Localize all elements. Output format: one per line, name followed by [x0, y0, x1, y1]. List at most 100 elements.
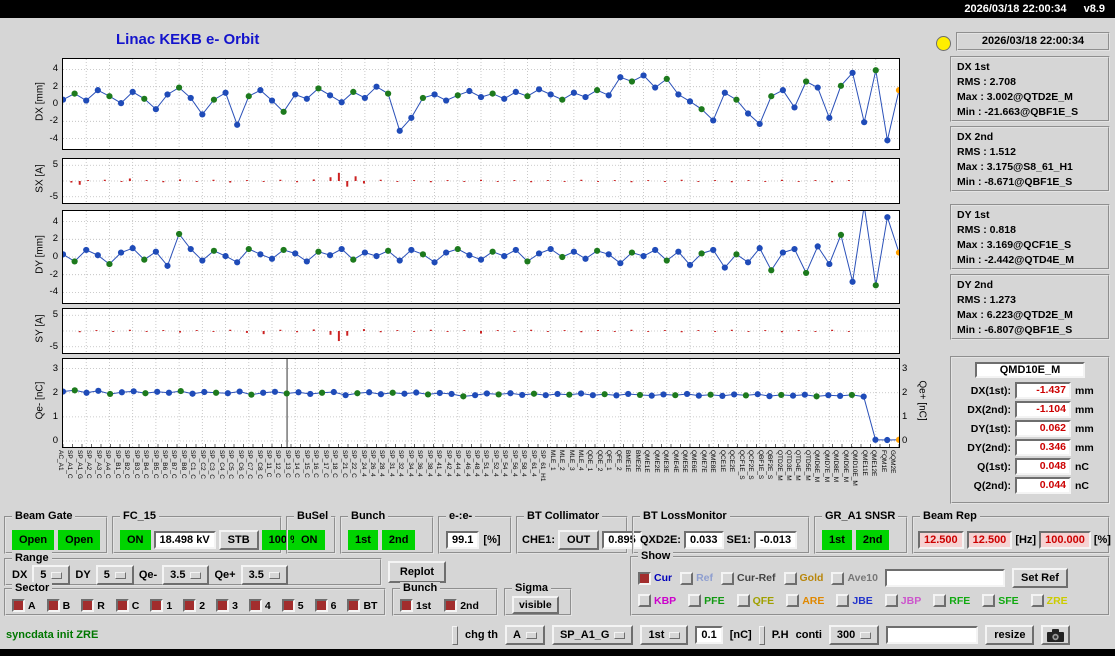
monitor-row-unit: nC [1075, 460, 1089, 473]
show-region-jbp-checkbox[interactable] [884, 594, 898, 607]
dropdown-indicator [525, 631, 537, 639]
x-axis-label: QME2E [652, 450, 660, 473]
x-axis-label: SP_C3_C [208, 450, 216, 479]
busel-on-button[interactable]: ON [294, 529, 325, 550]
stat-max: Max : 3.175@S8_61_H1 [957, 161, 1073, 173]
sector-group: Sector A B R C 1 2 3 4 5 6 BT [4, 582, 386, 616]
sector-1-checkbox[interactable] [150, 599, 164, 612]
show-region-rfe-checkbox[interactable] [933, 594, 947, 607]
range-qe-minus-label: Qe- [138, 569, 158, 581]
monitor-row-value: 0.346 [1015, 439, 1071, 456]
show-region-are-label: ARE [802, 594, 825, 607]
show-region-are-checkbox[interactable] [786, 594, 800, 607]
x-axis-label: QMD9E_M [841, 450, 849, 483]
fc15-on-button[interactable]: ON [120, 529, 151, 550]
interval-dropdown[interactable]: 300 [828, 625, 880, 645]
ee-ratio-group: e-:e- 99.1 [%] [438, 510, 512, 554]
sector-3-checkbox[interactable] [216, 599, 230, 612]
window-bottom-bar [0, 649, 1115, 656]
sigma-group: Sigma visible [504, 582, 572, 616]
set-ref-input[interactable] [885, 569, 1005, 587]
show-region-jbe-checkbox[interactable] [836, 594, 850, 607]
sector-bt-checkbox[interactable] [347, 599, 361, 612]
show-region-kbp-checkbox[interactable] [638, 594, 651, 607]
bunch-select-dropdown[interactable]: 1st [640, 625, 689, 645]
beam-rep-group: Beam Rep 12.500 12.500 [Hz] 100.000 [%] [912, 510, 1111, 554]
bunch-select-2nd: 2nd [444, 599, 479, 612]
show-region-zre: ZRE [1030, 594, 1068, 607]
show-cur-ref-checkbox[interactable] [721, 571, 735, 585]
camera-button[interactable] [1041, 625, 1071, 645]
titlebar-version: v8.9 [1083, 3, 1105, 15]
show-ave10-checkbox[interactable] [831, 571, 845, 585]
ee-ratio-unit: [%] [483, 533, 501, 546]
statusbar-text-input[interactable] [886, 626, 979, 644]
x-axis-label: SP_44_4 [454, 450, 462, 477]
threshold-input[interactable]: 0.1 [695, 626, 723, 644]
x-axis-label: SP_41_4 [435, 450, 443, 477]
stat-min: Min : -21.663@QBF1E_S [957, 106, 1079, 118]
sigma-group-label: Sigma [512, 582, 552, 595]
beam-rep-percent-value: 100.000 [1039, 530, 1091, 549]
dx-2nd-stats-box: DX 2nd RMS : 1.512 Max : 3.175@S8_61_H1 … [950, 126, 1110, 192]
x-axis-label: QFE_2 [614, 450, 622, 471]
statusbar-handle-2[interactable] [758, 625, 765, 645]
bunch-2nd-button[interactable]: 2nd [381, 529, 416, 550]
sector-2-checkbox[interactable] [183, 599, 197, 612]
che1-out-button[interactable]: OUT [558, 529, 600, 550]
beam-gate-open-2-button[interactable]: Open [58, 529, 101, 550]
show-ref-checkbox[interactable] [680, 571, 694, 585]
dx-orbit-plot [62, 58, 900, 150]
sector-5-checkbox[interactable] [281, 599, 295, 612]
fc15-stb-button[interactable]: STB [218, 529, 259, 550]
x-axis-label: AC_A1 [57, 450, 64, 471]
monitor-select-dropdown[interactable]: A [505, 625, 545, 645]
range-dy-select[interactable]: 5 [95, 565, 134, 585]
device-select-dropdown[interactable]: SP_A1_G [551, 625, 634, 645]
sector-4-checkbox[interactable] [248, 599, 262, 612]
bunch-select-1st-checkbox[interactable] [400, 599, 413, 612]
x-axis-label: SP_15_C [302, 450, 310, 478]
sector-c-checkbox[interactable] [115, 599, 129, 612]
sector-b-checkbox[interactable] [46, 599, 60, 612]
x-axis-label: SP_28_4 [378, 450, 386, 477]
show-region-zre-checkbox[interactable] [1030, 594, 1044, 607]
beam-gate-open-1-button[interactable]: Open [12, 529, 55, 550]
sx-tick-label: 5 [52, 159, 58, 171]
threshold-unit-label: [nC] [729, 629, 752, 641]
qe-tick-label: 2 [902, 386, 908, 398]
resize-button[interactable]: resize [985, 625, 1035, 645]
sigma-visible-button[interactable]: visible [512, 596, 559, 614]
show-region-sfe-checkbox[interactable] [982, 594, 996, 607]
set-ref-button[interactable]: Set Ref [1012, 568, 1068, 588]
range-qe-minus-select[interactable]: 3.5 [162, 565, 210, 585]
x-axis-label: SP_B6_C [161, 450, 168, 479]
show-cur-checkbox[interactable] [638, 571, 651, 585]
sector-2: 2 [183, 599, 205, 612]
statusbar-handle-1[interactable] [452, 625, 458, 645]
bunch-select-2nd-checkbox[interactable] [444, 599, 458, 612]
dy-2nd-stats-box: DY 2nd RMS : 1.273 Max : 6.223@QTD2E_M M… [950, 274, 1110, 340]
sector-6: 6 [314, 599, 336, 612]
show-gold-checkbox[interactable] [783, 571, 797, 585]
range-qe-plus-select[interactable]: 3.5 [240, 565, 288, 585]
stat-title: DY 2nd [957, 279, 993, 291]
gr-a1-2nd-button[interactable]: 2nd [855, 529, 890, 550]
x-axis-label: QMD10E_M [851, 450, 859, 486]
x-axis-label: SP_A2_C [85, 450, 93, 479]
x-axis-label: QDE_2 [595, 450, 603, 472]
x-axis-label: SP_32_4 [397, 450, 405, 477]
show-region-pfe-checkbox[interactable] [688, 594, 702, 607]
x-axis-label: SP_18_C [331, 450, 339, 478]
sector-r-checkbox[interactable] [81, 599, 95, 612]
sector-a-checkbox[interactable] [12, 599, 25, 612]
gr-a1-1st-button[interactable]: 1st [822, 529, 852, 550]
monitor-row-label: Q(1st): [977, 460, 1011, 473]
range-dy-value: 5 [103, 569, 110, 581]
sector-6-checkbox[interactable] [314, 599, 328, 612]
bunch-1st-button[interactable]: 1st [348, 529, 378, 550]
replot-button[interactable]: Replot [388, 561, 446, 583]
stat-rms: RMS : 2.708 [957, 76, 1016, 88]
show-region-qfe-checkbox[interactable] [736, 594, 750, 607]
